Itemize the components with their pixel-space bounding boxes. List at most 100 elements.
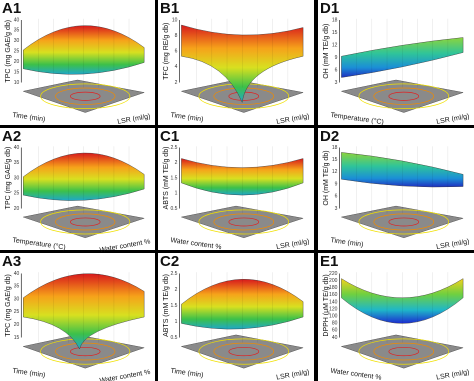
panel-label: C1 <box>160 128 179 145</box>
contour-line <box>213 342 275 361</box>
x-axis-title-left: Time (min) <box>12 368 46 380</box>
y-tick-label: 18 <box>332 145 338 151</box>
y-tick-label: 160 <box>329 292 338 298</box>
x-axis-title-left: Time (min) <box>330 237 364 249</box>
y-tick-label: 8 <box>175 33 178 39</box>
contour-plane <box>340 334 465 369</box>
contour-line <box>55 342 116 361</box>
y-tick-label: 15 <box>14 69 20 75</box>
y-tick-label: 3 <box>335 206 338 212</box>
y-tick-label: 20 <box>14 206 20 212</box>
contour-plane <box>180 334 305 369</box>
y-tick-label: 60 <box>332 328 338 334</box>
response-surface <box>341 152 464 188</box>
response-surface <box>181 279 304 330</box>
contour-line <box>213 213 275 231</box>
contour-line <box>388 346 420 357</box>
panel-label: A2 <box>2 128 21 145</box>
y-axis-title: TPC (mg GAE/g db) <box>5 274 12 337</box>
y-tick-label: 0.5 <box>170 206 177 212</box>
y-tick-label: 40 <box>332 335 338 341</box>
contour-plane <box>22 79 146 113</box>
y-tick-label: 80 <box>332 321 338 327</box>
y-axis-title: TPC (mg GAE/g db) <box>5 20 12 83</box>
response-surface <box>23 152 145 201</box>
contour-line <box>373 213 435 231</box>
response-surface <box>181 158 304 196</box>
y-axis-title: ABTS (mM TE/g db) <box>163 147 170 210</box>
y-tick-label: 200 <box>329 278 338 284</box>
contour-plane <box>340 205 464 239</box>
y-axis-title: OH (mM TE/g db) <box>323 24 330 79</box>
y-tick-label: 1.5 <box>170 175 177 181</box>
contour-line <box>198 209 290 235</box>
contour-plane <box>22 205 145 239</box>
y-tick-label: 140 <box>329 299 338 305</box>
y-tick-label: 15 <box>332 157 338 163</box>
y-tick-label: 100 <box>329 313 338 319</box>
panel-label: C2 <box>160 253 179 270</box>
y-tick-label: 35 <box>14 284 20 290</box>
contour-line <box>358 338 450 365</box>
y-tick-label: 120 <box>329 306 338 312</box>
y-tick-label: 25 <box>14 191 20 197</box>
panel-label: B1 <box>160 0 179 17</box>
y-tick-label: 15 <box>14 335 20 341</box>
y-tick-label: 220 <box>329 271 338 277</box>
y-tick-label: 10 <box>172 17 178 23</box>
contour-line <box>198 338 290 365</box>
y-tick-label: 20 <box>14 59 20 65</box>
response-surface <box>23 25 145 75</box>
contour-line <box>40 83 131 109</box>
y-axis-title: ABTS (mM TE/g db) <box>163 274 170 337</box>
y-tick-label: 9 <box>335 55 338 61</box>
y-tick-label: 10 <box>14 80 20 86</box>
contour-line <box>388 91 420 101</box>
contour-line <box>228 217 260 227</box>
contour-line <box>358 209 450 235</box>
contour-line <box>55 87 116 105</box>
y-tick-label: 180 <box>329 285 338 291</box>
y-tick-label: 6 <box>335 194 338 200</box>
y-tick-label: 25 <box>14 309 20 315</box>
y-tick-label: 30 <box>14 38 20 44</box>
contour-line <box>358 83 450 109</box>
contour-line <box>373 87 435 105</box>
panel-label: A1 <box>2 0 21 17</box>
y-tick-label: 15 <box>332 30 338 36</box>
y-tick-label: 6 <box>175 49 178 55</box>
y-tick-label: 3 <box>335 80 338 86</box>
contour-line <box>373 342 435 361</box>
x-axis-title-left: Time (min) <box>170 368 204 380</box>
panel-label: D2 <box>320 128 339 145</box>
contour-line <box>70 346 101 357</box>
y-tick-label: 4 <box>175 64 178 70</box>
y-tick-label: 0.5 <box>170 335 177 341</box>
contour-line <box>55 213 116 231</box>
panel-label: D1 <box>320 0 339 17</box>
panel-label: E1 <box>320 253 338 270</box>
y-axis-title: OH (mM TE/g db) <box>323 150 330 205</box>
y-tick-label: 40 <box>14 145 20 151</box>
response-surface <box>181 24 304 104</box>
x-axis-title-left: Time (min) <box>12 112 46 124</box>
contour-line <box>388 217 420 227</box>
contour-line <box>40 209 131 235</box>
contour-line <box>228 346 260 357</box>
y-tick-label: 30 <box>14 175 20 181</box>
y-tick-label: 2 <box>175 80 178 86</box>
y-tick-label: 35 <box>14 28 20 34</box>
y-tick-label: 20 <box>14 322 20 328</box>
y-tick-label: 1.5 <box>170 303 177 309</box>
y-tick-label: 30 <box>14 296 20 302</box>
contour-plane <box>22 334 146 369</box>
